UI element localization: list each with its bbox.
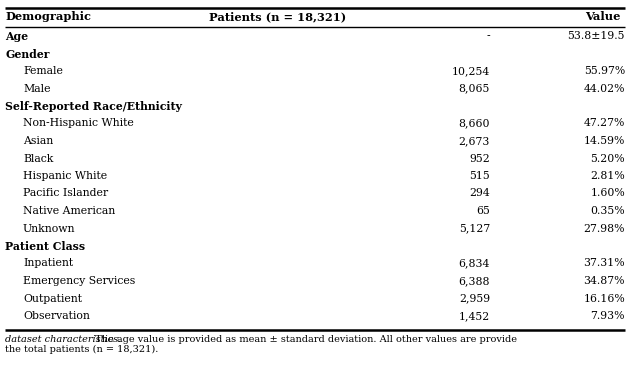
Text: Inpatient: Inpatient bbox=[23, 258, 73, 269]
Text: 7.93%: 7.93% bbox=[591, 311, 625, 321]
Text: Male: Male bbox=[23, 84, 51, 93]
Text: 6,388: 6,388 bbox=[458, 276, 490, 286]
Text: Emergency Services: Emergency Services bbox=[23, 276, 135, 286]
Text: 6,834: 6,834 bbox=[459, 258, 490, 269]
Text: Female: Female bbox=[23, 66, 63, 76]
Text: dataset characteristics.: dataset characteristics. bbox=[5, 336, 121, 345]
Text: 44.02%: 44.02% bbox=[584, 84, 625, 93]
Text: Unknown: Unknown bbox=[23, 223, 76, 233]
Text: Pacific Islander: Pacific Islander bbox=[23, 188, 108, 198]
Text: the total patients (n = 18,321).: the total patients (n = 18,321). bbox=[5, 345, 158, 355]
Text: 2,673: 2,673 bbox=[459, 136, 490, 146]
Text: 1,452: 1,452 bbox=[459, 311, 490, 321]
Text: 47.27%: 47.27% bbox=[584, 119, 625, 128]
Text: Value: Value bbox=[584, 11, 620, 22]
Text: 515: 515 bbox=[469, 171, 490, 181]
Text: Asian: Asian bbox=[23, 136, 53, 146]
Text: 0.35%: 0.35% bbox=[590, 206, 625, 216]
Text: 1.60%: 1.60% bbox=[590, 188, 625, 198]
Text: Non-Hispanic White: Non-Hispanic White bbox=[23, 119, 134, 128]
Text: Hispanic White: Hispanic White bbox=[23, 171, 107, 181]
Text: Self-Reported Race/Ethnicity: Self-Reported Race/Ethnicity bbox=[5, 101, 182, 112]
Text: Observation: Observation bbox=[23, 311, 90, 321]
Text: 952: 952 bbox=[469, 154, 490, 163]
Text: -: - bbox=[486, 31, 490, 41]
Text: Native American: Native American bbox=[23, 206, 115, 216]
Text: 37.31%: 37.31% bbox=[584, 258, 625, 269]
Text: Outpatient: Outpatient bbox=[23, 293, 82, 304]
Text: 294: 294 bbox=[469, 188, 490, 198]
Text: 65: 65 bbox=[476, 206, 490, 216]
Text: Demographic: Demographic bbox=[5, 11, 91, 22]
Text: Black: Black bbox=[23, 154, 53, 163]
Text: 10,254: 10,254 bbox=[452, 66, 490, 76]
Text: Patients (n = 18,321): Patients (n = 18,321) bbox=[209, 11, 346, 22]
Text: 16.16%: 16.16% bbox=[583, 293, 625, 304]
Text: The age value is provided as mean ± standard deviation. All other values are pro: The age value is provided as mean ± stan… bbox=[92, 336, 517, 345]
Text: 2,959: 2,959 bbox=[459, 293, 490, 304]
Text: 34.87%: 34.87% bbox=[584, 276, 625, 286]
Text: 55.97%: 55.97% bbox=[584, 66, 625, 76]
Text: 2.81%: 2.81% bbox=[590, 171, 625, 181]
Text: Gender: Gender bbox=[5, 49, 49, 60]
Text: 27.98%: 27.98% bbox=[584, 223, 625, 233]
Text: 8,660: 8,660 bbox=[458, 119, 490, 128]
Text: 14.59%: 14.59% bbox=[584, 136, 625, 146]
Text: Age: Age bbox=[5, 31, 28, 42]
Text: 8,065: 8,065 bbox=[459, 84, 490, 93]
Text: 53.8±19.5: 53.8±19.5 bbox=[568, 31, 625, 41]
Text: 5.20%: 5.20% bbox=[590, 154, 625, 163]
Text: Patient Class: Patient Class bbox=[5, 241, 85, 252]
Text: 5,127: 5,127 bbox=[459, 223, 490, 233]
